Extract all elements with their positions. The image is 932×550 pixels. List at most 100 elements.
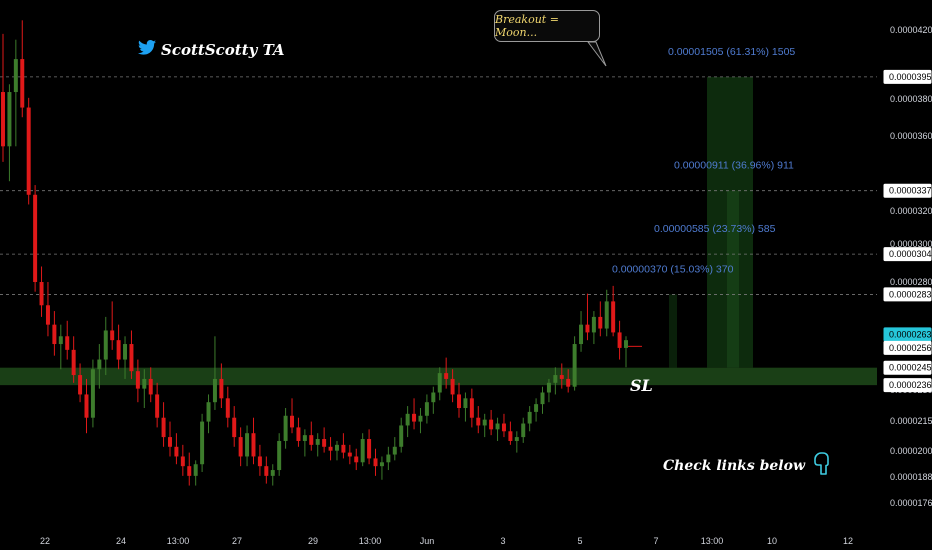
- candle-body: [13, 59, 18, 93]
- price-tag-box: [883, 340, 932, 355]
- candle-body: [482, 419, 487, 426]
- candle-body: [200, 421, 205, 465]
- candle-body: [418, 415, 423, 422]
- date-axis-tick: 29: [308, 536, 318, 546]
- candle-body: [270, 470, 275, 476]
- candle-body: [84, 394, 89, 418]
- candle-body: [58, 336, 63, 345]
- candle-body: [598, 316, 603, 329]
- candle-body: [193, 464, 198, 476]
- candle-body: [212, 378, 217, 403]
- candle-body: [245, 433, 250, 457]
- candle-body: [296, 427, 301, 441]
- candle-body: [508, 431, 513, 441]
- candle-body: [611, 301, 616, 333]
- date-axis-tick: 13:00: [701, 536, 724, 546]
- twitter-bird-icon: [138, 40, 156, 59]
- breakout-callout-text: Breakout = Moon...: [495, 13, 559, 39]
- callout-pointer: [587, 41, 607, 67]
- price-tag-box: [883, 378, 932, 393]
- candle-body: [334, 444, 339, 451]
- candle-body: [617, 332, 622, 348]
- candle-body: [97, 359, 102, 370]
- candle-body: [302, 435, 307, 441]
- candle-body: [277, 440, 282, 471]
- price-tag-label: 0.00003958: [889, 72, 932, 82]
- candle-body: [257, 456, 262, 467]
- candle-body: [386, 454, 391, 463]
- candle-body: [572, 344, 577, 387]
- target-zone-secondary: [669, 294, 677, 368]
- candle-body: [450, 378, 455, 395]
- candle-body: [489, 419, 494, 430]
- candle-body: [341, 444, 346, 453]
- pointing-down-hand-icon: [813, 452, 831, 480]
- candle-body: [103, 330, 108, 360]
- date-axis-tick: Jun: [420, 536, 435, 546]
- price-tag-box: [883, 287, 932, 302]
- target-label: 0.00000911 (36.96%) 911: [674, 160, 794, 172]
- candle-body: [33, 194, 38, 283]
- candle-body: [392, 446, 397, 455]
- candle-body: [52, 324, 57, 345]
- price-tag-label: 0.00002630: [889, 329, 932, 339]
- candle-body: [135, 371, 140, 389]
- candle-body: [399, 425, 404, 447]
- candle-body: [232, 417, 237, 438]
- candle-body: [534, 404, 539, 412]
- candle-body: [476, 417, 481, 426]
- price-tag-box: [883, 183, 932, 198]
- price-tag-label: 0.00002368: [889, 380, 932, 390]
- date-axis-tick: 22: [40, 536, 50, 546]
- date-axis-tick: 10: [767, 536, 777, 546]
- candle-body: [123, 344, 128, 360]
- candle-body: [495, 423, 500, 430]
- candle-body: [39, 282, 44, 306]
- date-axis-tick: 24: [116, 536, 126, 546]
- price-tag-label: 0.00003371: [889, 186, 932, 196]
- candle-body: [167, 437, 172, 447]
- date-axis-tick: 12: [843, 536, 853, 546]
- candle-body: [444, 373, 449, 379]
- candle-body: [457, 394, 462, 409]
- price-tag-label: 0.00002458: [889, 363, 932, 373]
- candle-body: [579, 324, 584, 345]
- candle-body: [412, 413, 417, 422]
- candle-body: [174, 446, 179, 457]
- candle-body: [604, 301, 609, 329]
- date-axis-tick: 27: [232, 536, 242, 546]
- candle-body: [424, 402, 429, 416]
- candle-body: [206, 402, 211, 422]
- candle-body: [591, 316, 596, 333]
- candle-body: [219, 378, 224, 399]
- check-links-note: Check links below: [663, 452, 831, 480]
- candle-body: [373, 458, 378, 467]
- candle-body: [367, 439, 372, 459]
- candle-body: [354, 456, 359, 463]
- candle-body: [379, 462, 384, 467]
- candle-body: [155, 394, 160, 418]
- candle-body: [45, 305, 50, 325]
- candle-body: [78, 375, 83, 395]
- candle-body: [437, 373, 442, 393]
- candle-body: [110, 330, 115, 341]
- candle-body: [251, 433, 256, 457]
- candle-body: [264, 466, 269, 476]
- candle-body: [187, 466, 192, 476]
- breakout-callout: Breakout = Moon...: [494, 10, 600, 42]
- candle-body: [309, 435, 314, 445]
- candle-body: [116, 340, 121, 360]
- candle-body: [540, 392, 545, 405]
- date-axis-tick: 3: [500, 536, 505, 546]
- candle-body: [501, 423, 506, 432]
- candle-body: [238, 437, 243, 457]
- candle-body: [315, 439, 320, 445]
- candle-body: [431, 392, 436, 403]
